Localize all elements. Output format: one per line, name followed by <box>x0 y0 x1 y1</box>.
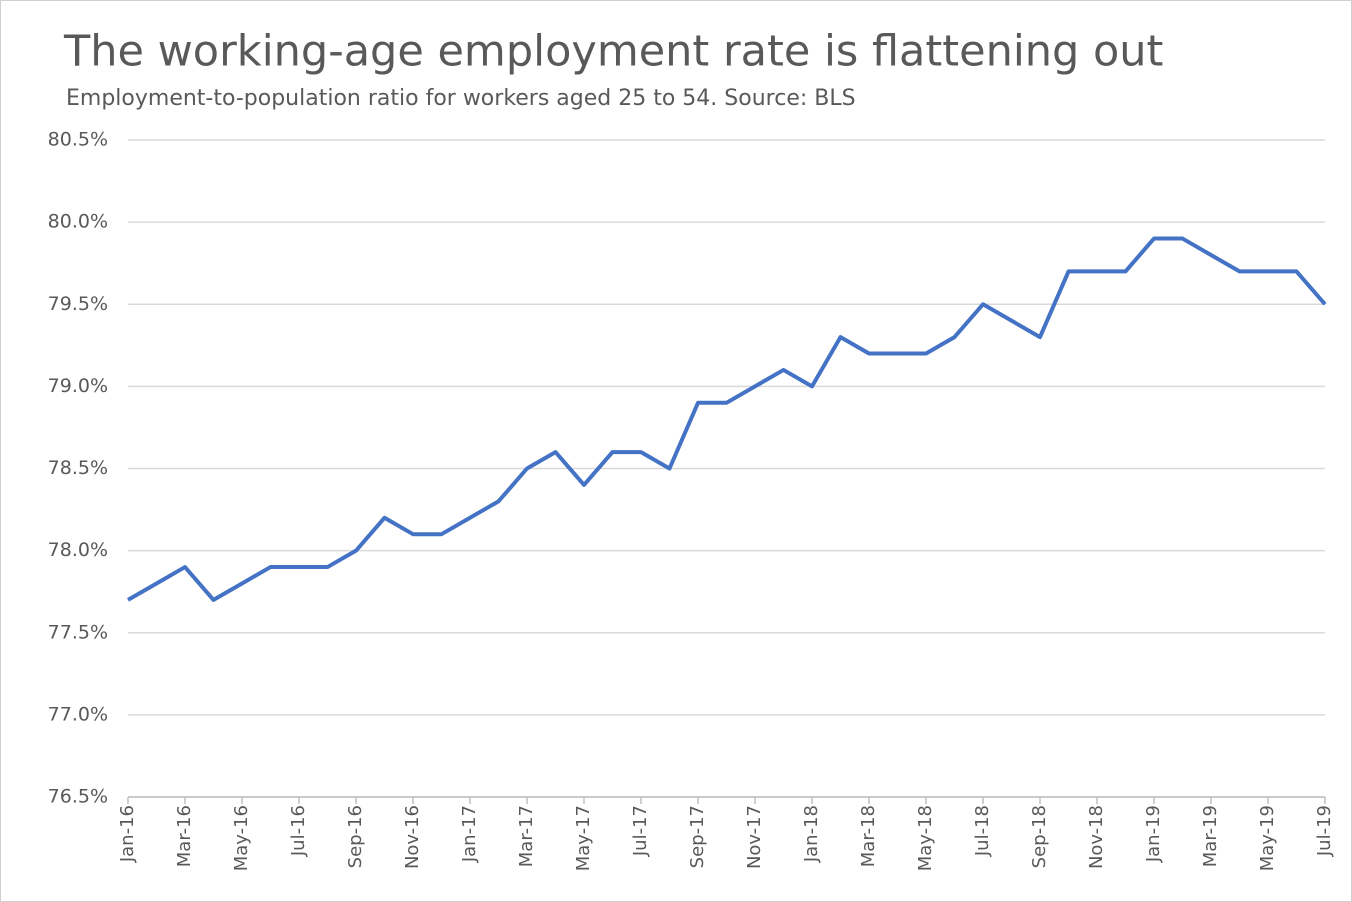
chart-title: The working-age employment rate is flatt… <box>63 27 1163 77</box>
x-tick-label: Mar-18 <box>858 805 879 867</box>
x-tick-label: Jul-18 <box>972 805 993 857</box>
y-tick-label: 76.5% <box>48 786 108 808</box>
y-tick-label: 77.0% <box>48 703 108 725</box>
x-tick-label: Jan-19 <box>1143 805 1164 863</box>
y-tick-label: 78.0% <box>48 539 108 561</box>
data-line <box>127 236 1327 602</box>
y-tick-label: 77.5% <box>48 621 108 643</box>
y-tick-label: 80.0% <box>48 211 108 233</box>
x-tick-label: Mar-17 <box>516 805 537 867</box>
x-tick-label: May-19 <box>1257 805 1278 871</box>
x-tick-label: Jan-17 <box>459 805 480 863</box>
y-tick-label: 79.5% <box>48 293 108 315</box>
y-tick-label: 80.5% <box>48 129 108 151</box>
x-tick-label: May-17 <box>573 805 594 871</box>
x-tick-label: Sep-16 <box>345 805 366 868</box>
chart-subtitle: Employment-to-population ratio for worke… <box>66 86 856 111</box>
x-tick-label: May-18 <box>915 805 936 871</box>
x-tick-label: Jul-16 <box>288 805 309 857</box>
x-tick-label: Jan-18 <box>801 805 822 863</box>
x-tick-label: Sep-17 <box>687 805 708 868</box>
x-tick-label: Nov-18 <box>1086 805 1107 869</box>
x-tick-label: Jan-16 <box>117 805 138 863</box>
x-tick-label: Jul-17 <box>630 805 651 857</box>
x-tick-label: Nov-17 <box>744 805 765 869</box>
x-tick-label: Mar-16 <box>174 805 195 867</box>
x-tick-label: Nov-16 <box>402 805 423 869</box>
x-tick-label: Sep-18 <box>1029 805 1050 868</box>
y-tick-label: 79.0% <box>48 375 108 397</box>
x-tick-label: Jul-19 <box>1314 805 1335 857</box>
x-tick-label: May-16 <box>231 805 252 871</box>
x-tick-label: Mar-19 <box>1200 805 1221 867</box>
y-tick-label: 78.5% <box>48 457 108 479</box>
